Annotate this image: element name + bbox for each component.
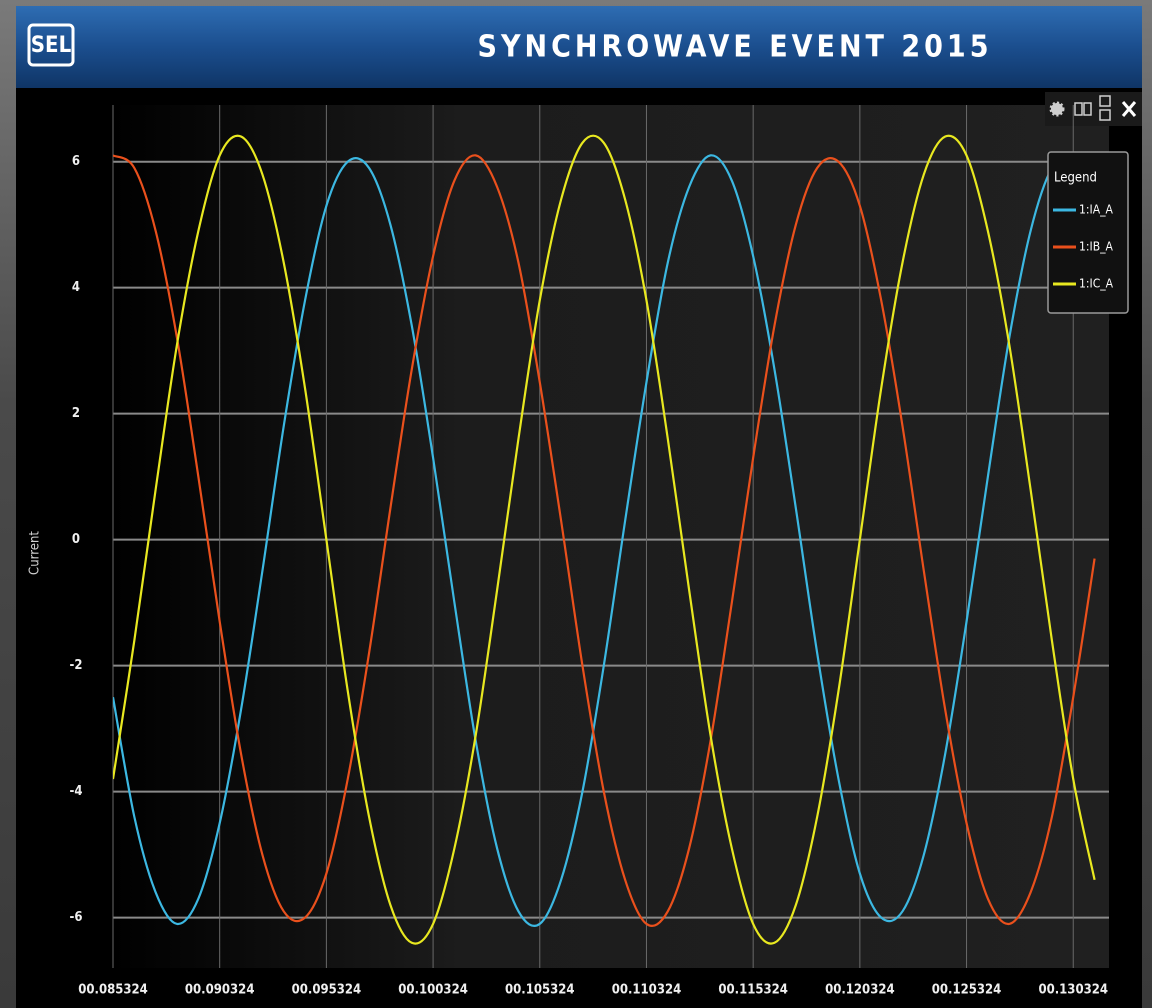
logo: SEL	[31, 33, 72, 58]
split-vertical-icon-part	[1099, 109, 1111, 121]
series-lines	[113, 134, 1096, 945]
legend-label: 1:IB_A	[1079, 240, 1113, 254]
series-line	[113, 134, 1096, 945]
y-tick-label: 4	[72, 280, 80, 295]
legend-label: 1:IC_A	[1079, 277, 1114, 291]
close-icon[interactable]	[1121, 101, 1137, 117]
y-tick-label: -2	[70, 658, 83, 673]
x-tick-label: 00.110324	[612, 983, 682, 998]
logo-box	[27, 23, 75, 67]
x-tick-label: 00.090324	[185, 983, 255, 998]
legend-box	[1047, 151, 1129, 314]
x-tick-label: 00.125324	[932, 983, 1002, 998]
header-title: SYNCHROWAVE EVENT 2015	[478, 30, 993, 65]
x-tick-label: 00.085324	[78, 983, 148, 998]
legend-label: 1:IA_A	[1079, 203, 1113, 217]
y-tick-label: 6	[72, 154, 80, 169]
toolbar	[1045, 92, 1142, 126]
series-line	[113, 152, 1096, 928]
split-horizontal-icon[interactable]	[1074, 102, 1083, 116]
y-axis-title: Current	[28, 531, 43, 575]
x-tick-label: 00.120324	[825, 983, 895, 998]
x-tick-label: 00.105324	[505, 983, 575, 998]
y-tick-label: 2	[72, 406, 80, 421]
x-tick-label: 00.115324	[718, 983, 788, 998]
y-tick-label: 0	[72, 532, 80, 547]
split-vertical-icon[interactable]	[1099, 95, 1111, 107]
x-tick-label: 00.100324	[398, 983, 468, 998]
y-tick-label: -6	[70, 910, 83, 925]
plot-area	[113, 105, 1109, 968]
series-line	[113, 154, 1096, 928]
legend-title: Legend	[1054, 171, 1097, 186]
settings-icon[interactable]	[1049, 101, 1065, 117]
x-tick-label: 00.095324	[292, 983, 362, 998]
header-bar	[16, 6, 1142, 88]
x-tick-label: 00.130324	[1038, 983, 1108, 998]
split-horizontal-icon-part	[1083, 102, 1092, 116]
y-tick-label: -4	[70, 784, 83, 799]
legend: Legend 1:IA_A 1:IB_A 1:IC_A	[1047, 151, 1129, 314]
